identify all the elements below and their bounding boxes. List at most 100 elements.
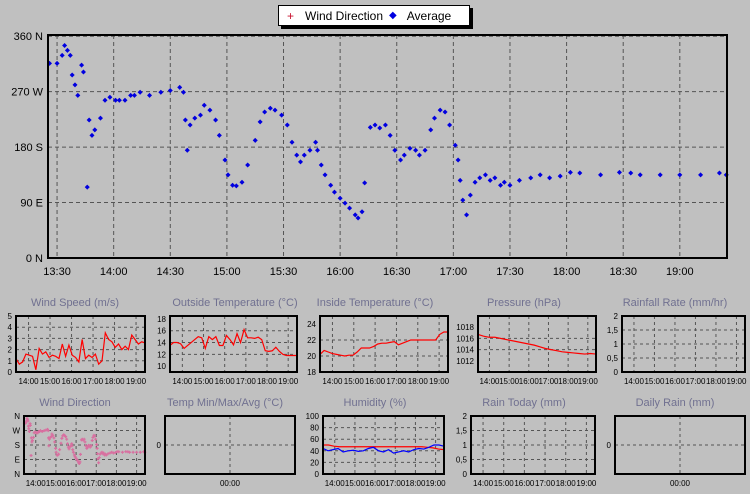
inside-temperature-c-x-tick-label: 15:00 [344, 377, 365, 386]
pressure-hpa-y-tick-label: 1018 [456, 323, 474, 332]
average-point [201, 102, 207, 108]
wind-direction-x-tick-label: 19:00 [127, 479, 148, 488]
wind-direction-point [128, 450, 132, 454]
rainfall-rate-mm-hr-x-tick-label: 18:00 [706, 377, 727, 386]
rain-today-mm-x-tick-label: 17:00 [535, 479, 556, 488]
outside-temperature-c-x-tick-label: 15:00 [193, 377, 214, 386]
humidity-x-tick-label: 14:00 [325, 479, 346, 488]
average-point [116, 97, 122, 103]
humidity-plot-border [322, 415, 445, 475]
average-point [322, 172, 328, 178]
wind-direction-point [66, 442, 70, 446]
average-point [372, 122, 378, 128]
average-point [184, 147, 190, 153]
pressure-hpa-x-tick-label: 14:00 [479, 377, 500, 386]
average-point [331, 189, 337, 195]
wind-direction-point [76, 459, 80, 463]
wind-direction-point [102, 451, 106, 455]
wind-direction-point [104, 453, 108, 457]
average-point [113, 97, 119, 103]
wind-direction-point [110, 450, 114, 454]
wind-direction-point [78, 460, 82, 464]
wind-direction-point [95, 443, 99, 447]
average-point [472, 179, 478, 185]
pressure-hpa-plot-area [478, 316, 596, 372]
humidity-y-tick-label: 100 [306, 412, 320, 421]
wind-direction-y-tick-label: E [15, 456, 20, 465]
wind-direction-point [26, 424, 30, 428]
wind-direction-point [65, 437, 69, 441]
wind-direction-point [26, 419, 30, 423]
average-point [328, 182, 334, 188]
average-point [567, 169, 573, 175]
average-point [79, 62, 85, 68]
average-point [54, 60, 60, 66]
average-point [262, 109, 268, 115]
main-y-tick-label: 270 W [11, 87, 43, 99]
wind-direction-point [47, 437, 51, 441]
average-point [107, 94, 113, 100]
humidity-x-tick-label: 15:00 [345, 479, 366, 488]
average-point [382, 122, 388, 128]
wind-direction-x-tick-label: 15:00 [46, 479, 67, 488]
average-point [528, 175, 534, 181]
rain-today-mm-x-tick-label: 14:00 [473, 479, 494, 488]
rainfall-rate-mm-hr-x-tick-label: 15:00 [644, 377, 665, 386]
temp-min-max-avg-c-title: Temp Min/Max/Avg (°C) [167, 397, 283, 409]
outside-temperature-c-y-tick-label: 12 [157, 350, 166, 359]
outside-temperature-c-title: Outside Temperature (°C) [172, 297, 297, 309]
wind-direction-x-tick-label: 17:00 [86, 479, 107, 488]
average-point [192, 115, 198, 121]
daily-rain-mm-plot-border [614, 415, 746, 475]
wind-direction-point [84, 444, 88, 448]
outside-temperature-c-x-tick-label: 14:00 [172, 377, 193, 386]
average-point [362, 180, 368, 186]
average-point [428, 127, 434, 133]
average-point [182, 117, 188, 123]
main-x-tick-label: 18:30 [609, 266, 637, 278]
wind-speed-m-s-x-tick-label: 14:00 [19, 377, 40, 386]
wind-direction-point [70, 444, 74, 448]
wind-direction-point [27, 429, 31, 433]
average-point [392, 147, 398, 153]
wind-speed-m-s-y-tick-label: 5 [8, 312, 13, 321]
wind-speed-m-s-title: Wind Speed (m/s) [31, 297, 119, 309]
main-x-tick-label: 13:30 [43, 266, 71, 278]
main-x-tick-label: 16:00 [326, 266, 354, 278]
inside-temperature-c-y-tick-label: 22 [307, 336, 316, 345]
average-point [102, 97, 108, 103]
wind-direction-point [89, 444, 93, 448]
main-legend: + Wind Direction ◆ Average [278, 5, 470, 26]
wind-speed-m-s-x-tick-label: 18:00 [105, 377, 126, 386]
average-point [313, 139, 319, 145]
average-point [482, 172, 488, 178]
outside-temperature-c-y-tick-label: 16 [157, 327, 166, 336]
average-point [442, 109, 448, 115]
humidity-plot-area [323, 416, 444, 474]
rain-today-mm-y-tick-label: 1 [463, 441, 468, 450]
wind-direction-point [135, 450, 139, 454]
wind-speed-m-s-y-tick-label: 0 [8, 368, 13, 377]
average-point [637, 172, 643, 178]
wind-direction-point [108, 451, 112, 455]
average-point [122, 97, 128, 103]
wind-direction-point [30, 438, 34, 442]
main-y-tick-label: 0 N [26, 253, 43, 265]
humidity-x-tick-label: 16:00 [365, 479, 386, 488]
wind-direction-point [52, 436, 56, 440]
wind-direction-point [64, 435, 68, 439]
wind-direction-plot-border [23, 415, 146, 475]
main-plot-border [47, 34, 728, 259]
humidity-x-tick-label: 18:00 [405, 479, 426, 488]
wind-direction-x-tick-label: 16:00 [66, 479, 87, 488]
average-point [137, 89, 143, 95]
rainfall-rate-mm-hr-x-tick-label: 17:00 [685, 377, 706, 386]
average-point [498, 182, 504, 188]
average-point [272, 107, 278, 113]
average-point [239, 179, 245, 185]
wind-direction-point [83, 440, 87, 444]
average-point [279, 112, 285, 118]
main-plot-area [48, 35, 727, 258]
inside-temperature-c-x-tick-label: 16:00 [365, 377, 386, 386]
wind-speed-m-s-x-tick-label: 19:00 [126, 377, 147, 386]
